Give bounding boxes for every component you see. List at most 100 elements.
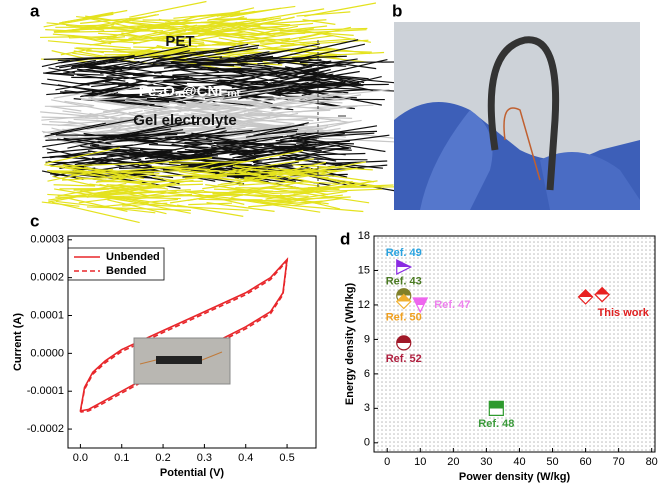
fiber [129,55,192,68]
fiber [287,190,348,201]
fiber [264,19,327,25]
fiber [275,89,368,95]
chart: 0.0 0.1 0.2 0.3 0.4 0.5 -0.0002 -0.0001 0.0000 0.… [12,234,317,479]
fiber [110,190,151,199]
plot-frame [67,235,317,449]
fiber [144,18,247,28]
point-label: Ref. 49 [386,247,422,259]
fiber [285,152,337,162]
fiber [302,63,341,72]
fiber [294,159,384,169]
fiber [164,134,226,138]
fiber [53,30,164,33]
panel-label: b [392,1,402,20]
fiber [179,153,258,163]
x-tick-label: 10 [414,456,426,468]
fiber [105,38,153,41]
fiber [212,190,308,194]
fiber [291,109,331,113]
fiber [148,75,245,83]
fiber [98,189,191,195]
fiber [129,164,216,182]
fiber [204,87,278,100]
point-label: Ref. 47 [434,299,470,311]
fiber [147,64,183,68]
fiber [122,135,193,148]
fiber [126,91,176,99]
fiber [139,157,213,165]
photo [394,22,640,210]
x-tick-label: 0 [384,456,390,468]
fiber [154,62,213,74]
fiber [300,143,330,150]
fiber [271,94,362,112]
layer-label: PET [165,33,194,50]
fiber [240,65,272,69]
fiber [226,197,321,213]
fiber [44,118,139,137]
fiber [74,158,114,166]
fiber [233,110,294,118]
fiber [137,21,179,28]
y-tick-label: 15 [358,264,370,276]
y-tick-label: 18 [358,230,370,242]
fiber [188,202,232,206]
fiber [131,159,163,165]
fiber [77,54,135,66]
fiber [118,121,184,137]
fiber [252,27,354,36]
x-tick-label: 0.1 [114,452,129,464]
fiber [54,188,89,196]
x-tick-label: 40 [513,456,525,468]
fiber [222,113,319,118]
point [396,259,413,275]
x-tick-label: 0.0 [73,452,88,464]
fiber [91,82,129,88]
fiber [144,129,184,137]
fiber [106,184,136,189]
layer-illustration [40,0,408,224]
fiber [224,186,322,205]
fiber [133,48,230,60]
fiber [203,190,303,201]
fiber [107,199,167,215]
layer-label: Fe₃O₄@CNFₘₜ [139,83,241,100]
fiber [142,126,174,133]
fiber [235,187,340,190]
fiber [293,132,345,141]
fiber [93,36,126,40]
fiber [168,157,228,163]
fiber [70,19,127,32]
fiber [50,105,82,112]
fiber [45,161,112,164]
fiber [198,58,294,62]
legend-label: Bended [106,265,146,277]
y-tick-label: 9 [364,333,370,345]
inset-device [156,356,202,364]
y-axis-label: Current (A) [12,313,24,371]
fiber [200,146,242,152]
fiber [213,49,291,64]
fiber [152,87,201,91]
fiber [305,171,375,183]
fiber [124,182,176,193]
fiber [71,76,131,79]
fiber [299,38,356,44]
fiber [238,181,295,186]
fiber [73,128,169,139]
fiber [165,26,214,34]
panel-label: c [30,211,39,230]
fiber [278,161,367,179]
fiber [83,60,131,66]
fiber [110,59,210,71]
x-tick-label: 0.3 [197,452,212,464]
fiber [45,29,80,32]
fiber [272,87,301,95]
fiber [128,24,198,40]
fiber [88,80,164,99]
fiber [301,181,338,185]
fiber [43,72,75,77]
fiber [216,144,296,151]
fiber [134,98,189,112]
